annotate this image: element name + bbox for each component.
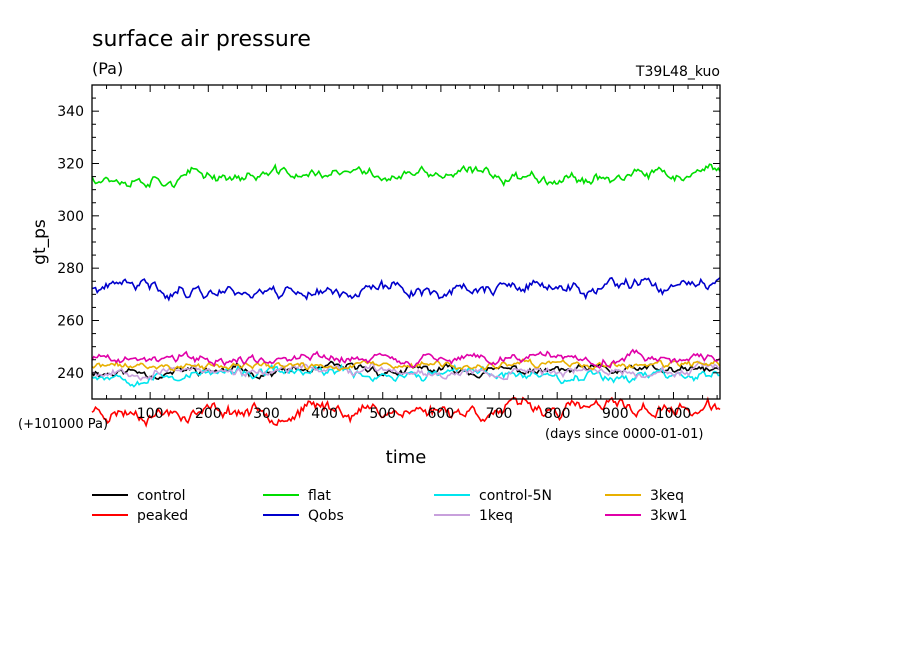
- y-tick-label: 300: [57, 209, 84, 225]
- series-line-control-5n: [91, 363, 721, 388]
- legend-label: 3kw1: [650, 508, 687, 524]
- y-tick-label: 260: [57, 314, 84, 330]
- chart-title: surface air pressure: [92, 27, 311, 52]
- series-line-peaked: [91, 396, 721, 428]
- legend-label: control-5N: [479, 488, 552, 504]
- legend-label: Qobs: [308, 508, 344, 524]
- x-tick-label: 300: [253, 406, 280, 422]
- x-tick-label: 500: [369, 406, 396, 422]
- x-tick-label: 700: [486, 406, 513, 422]
- legend: control peaked flat Qobs control-5N 1keq 3keq 3…: [92, 488, 687, 524]
- x-tick-label: 900: [602, 406, 629, 422]
- x-tick-label: 200: [195, 406, 222, 422]
- x-unit-label: (days since 0000-01-01): [545, 427, 703, 442]
- series-line-3kw1: [91, 348, 721, 369]
- y-tick-label: 240: [57, 366, 84, 382]
- x-axis-label: time: [386, 447, 427, 468]
- legend-label: peaked: [137, 508, 188, 524]
- x-tick-label: 400: [311, 406, 338, 422]
- y-tick-label: 320: [57, 157, 84, 173]
- chart-subtitle: (Pa): [92, 59, 123, 78]
- series-line-1keq: [91, 360, 721, 382]
- axis-ticks: 240 260 280 300 320 340 100 200 300 400 500 600 700 8…: [57, 85, 720, 422]
- x-tick-label: 800: [544, 406, 571, 422]
- series-line-flat: [91, 163, 721, 189]
- y-axis-label: gt_ps: [30, 219, 50, 265]
- legend-label: 1keq: [479, 508, 513, 524]
- series-line-qobs: [91, 276, 721, 302]
- experiment-label: T39L48_kuo: [635, 64, 720, 80]
- legend-label: control: [137, 488, 186, 504]
- legend-label: 3keq: [650, 488, 684, 504]
- y-tick-label: 280: [57, 261, 84, 277]
- legend-label: flat: [308, 488, 331, 504]
- series-line-3keq: [91, 358, 721, 372]
- y-offset-label: (+101000 Pa): [18, 417, 108, 432]
- x-tick-label: 1000: [656, 406, 692, 422]
- y-tick-label: 340: [57, 104, 84, 120]
- plot-lines: [91, 163, 721, 428]
- x-tick-label: 100: [137, 406, 164, 422]
- x-tick-label: 600: [428, 406, 455, 422]
